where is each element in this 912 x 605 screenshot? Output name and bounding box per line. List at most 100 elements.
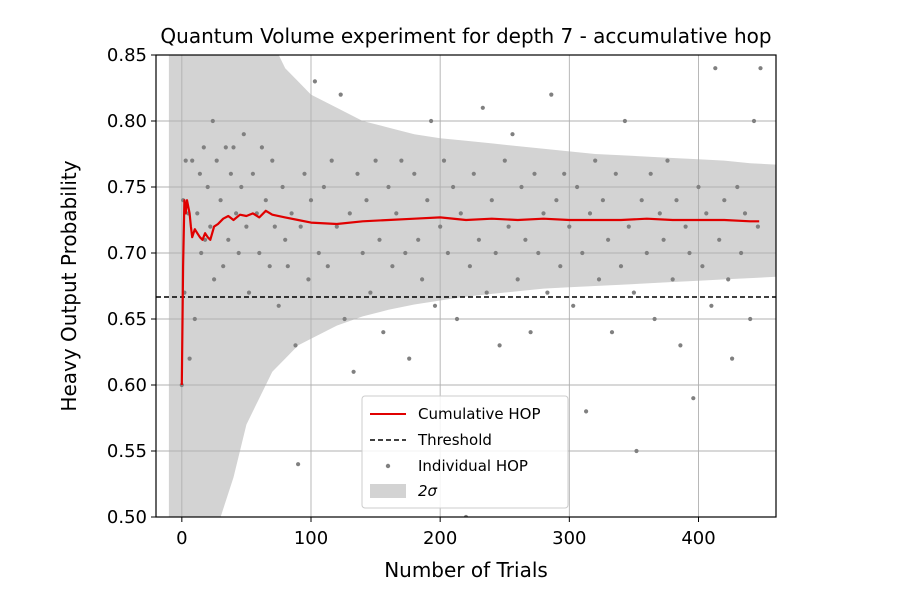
individual-hop-point bbox=[575, 184, 580, 190]
individual-hop-point bbox=[748, 316, 753, 322]
individual-hop-point bbox=[515, 277, 520, 282]
individual-hop-point bbox=[325, 264, 330, 269]
individual-hop-point bbox=[394, 211, 399, 216]
individual-hop-point bbox=[634, 448, 639, 454]
individual-hop-point bbox=[567, 224, 572, 229]
legend-label-cumulative: Cumulative HOP bbox=[418, 405, 541, 423]
individual-hop-point bbox=[665, 158, 670, 163]
individual-hop-point bbox=[454, 316, 460, 322]
individual-hop-point bbox=[403, 250, 408, 256]
individual-hop-point bbox=[263, 198, 268, 203]
individual-hop-point bbox=[489, 198, 494, 203]
plot-frame bbox=[155, 54, 777, 518]
individual-hop-point bbox=[751, 118, 757, 124]
individual-hop-point bbox=[445, 250, 450, 256]
individual-hop-point bbox=[192, 316, 197, 322]
individual-hop-point bbox=[432, 303, 438, 308]
individual-hop-point bbox=[661, 237, 666, 242]
individual-hop-point bbox=[420, 277, 425, 282]
individual-hop-point bbox=[648, 171, 653, 176]
individual-hop-point bbox=[709, 303, 714, 308]
individual-hop-point bbox=[296, 462, 301, 467]
individual-hop-point bbox=[407, 356, 412, 361]
individual-hop-point bbox=[722, 198, 727, 203]
legend-label-threshold: Threshold bbox=[417, 431, 492, 449]
individual-hop-point bbox=[606, 237, 611, 242]
individual-hop-point bbox=[438, 224, 443, 229]
individual-hop-point bbox=[267, 264, 272, 269]
individual-hop-point bbox=[364, 198, 369, 203]
individual-hop-point bbox=[713, 66, 718, 71]
individual-hop-point bbox=[316, 250, 321, 256]
individual-hop-point bbox=[226, 237, 231, 242]
legend-box bbox=[361, 395, 569, 509]
x-axis: 0 100 200 300 400 bbox=[176, 517, 716, 549]
individual-hop-point bbox=[558, 264, 563, 269]
individual-hop-point bbox=[272, 224, 277, 229]
individual-hop-point bbox=[497, 343, 502, 348]
individual-hop-point bbox=[308, 198, 314, 203]
individual-hop-point bbox=[283, 237, 288, 242]
plot-area bbox=[156, 55, 776, 517]
individual-hop-point bbox=[381, 330, 386, 335]
individual-hop-point bbox=[691, 396, 696, 401]
individual-hop-point bbox=[302, 171, 307, 176]
individual-hop-point bbox=[622, 118, 628, 124]
individual-hop-point bbox=[368, 290, 373, 295]
individual-hop-point bbox=[236, 250, 241, 256]
individual-hop-point bbox=[210, 118, 215, 124]
individual-hop-point bbox=[298, 224, 303, 229]
individual-hop-point bbox=[285, 264, 290, 269]
individual-hop-point bbox=[545, 290, 550, 295]
individual-hop-point bbox=[683, 224, 688, 229]
individual-hop-point bbox=[587, 211, 593, 216]
individual-hop-point bbox=[377, 237, 382, 242]
y-axis: 0.50 0.55 0.60 0.65 0.70 0.75 0.80 0.85 bbox=[107, 45, 156, 528]
individual-hop-point bbox=[687, 250, 692, 256]
individual-hop-point bbox=[246, 290, 252, 295]
individual-hop-point bbox=[600, 198, 606, 203]
x-tick-label: 400 bbox=[681, 528, 715, 549]
individual-hop-point bbox=[259, 145, 264, 150]
individual-hop-point bbox=[351, 369, 356, 374]
individual-hop-point bbox=[214, 158, 219, 163]
individual-hop-point bbox=[541, 211, 546, 216]
individual-hop-point bbox=[644, 250, 649, 256]
individual-hop-point bbox=[580, 250, 585, 256]
individual-hop-point bbox=[280, 184, 285, 190]
legend-swatch-band bbox=[370, 484, 406, 498]
legend-label-individual: Individual HOP bbox=[418, 457, 528, 475]
individual-hop-point bbox=[493, 250, 498, 256]
individual-hop-point bbox=[425, 198, 430, 203]
x-axis-label: Number of Trials bbox=[384, 558, 548, 582]
individual-hop-point bbox=[399, 158, 404, 163]
y-tick-label: 0.65 bbox=[107, 309, 147, 330]
x-tick-label: 300 bbox=[552, 528, 586, 549]
individual-hop-point bbox=[416, 237, 421, 242]
individual-hop-point bbox=[208, 224, 213, 229]
individual-hop-point bbox=[321, 184, 326, 190]
individual-hop-point bbox=[704, 211, 709, 216]
individual-hop-point bbox=[696, 184, 701, 190]
individual-hop-point bbox=[755, 224, 761, 229]
individual-hop-point bbox=[234, 211, 239, 216]
individual-hop-point bbox=[631, 290, 637, 295]
individual-hop-point bbox=[739, 250, 744, 256]
individual-hop-point bbox=[519, 184, 524, 190]
individual-hop-point bbox=[334, 224, 339, 229]
individual-hop-point bbox=[476, 237, 481, 242]
individual-hop-point bbox=[293, 343, 298, 348]
individual-hop-point bbox=[717, 237, 722, 242]
chart-title: Quantum Volume experiment for depth 7 - … bbox=[160, 24, 771, 48]
individual-hop-point bbox=[257, 250, 262, 256]
x-tick-label: 100 bbox=[294, 528, 328, 549]
individual-hop-point bbox=[735, 184, 740, 190]
x-tick-label: 200 bbox=[423, 528, 457, 549]
individual-hop-point bbox=[270, 158, 275, 163]
individual-hop-point bbox=[195, 211, 200, 216]
individual-hop-point bbox=[429, 118, 434, 124]
sigma-band bbox=[168, 55, 776, 517]
individual-hop-point bbox=[347, 211, 352, 216]
individual-hop-point bbox=[458, 211, 463, 216]
